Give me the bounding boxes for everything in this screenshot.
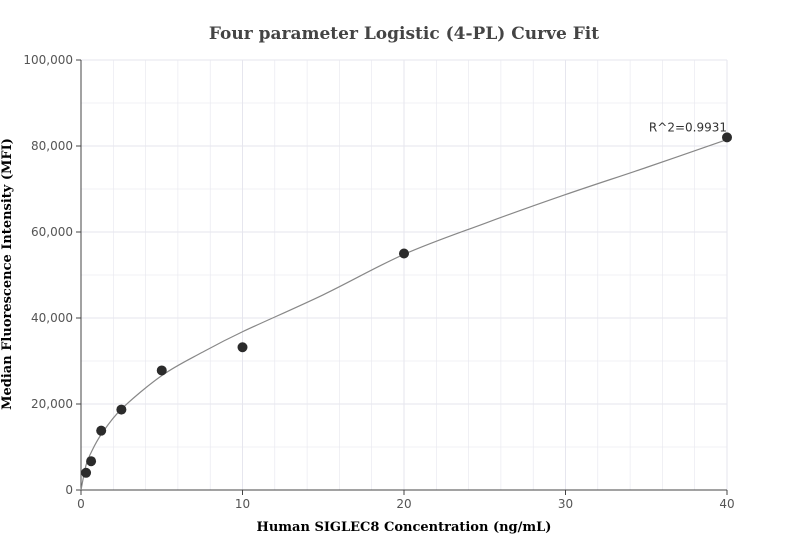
fitted-curve (80, 138, 728, 491)
axes (76, 59, 728, 495)
y-tick-label: 0 (65, 483, 73, 497)
y-axis-title: Median Fluorescence Intensity (MFI) (0, 138, 15, 410)
x-tick-label: 10 (235, 497, 250, 511)
y-tick-label: 80,000 (31, 139, 73, 153)
data-point (86, 456, 97, 467)
data-point (399, 248, 409, 259)
fitted-curve-layer (80, 138, 728, 491)
y-tick-label: 20,000 (31, 397, 73, 411)
data-point (237, 342, 248, 353)
y-tick-label: 100,000 (23, 53, 73, 67)
data-point (96, 425, 107, 436)
chart-title: Four parameter Logistic (4-PL) Curve Fit (209, 24, 599, 44)
x-tick-label: 0 (77, 497, 85, 511)
x-axis-title: Human SIGLEC8 Concentration (ng/mL) (257, 520, 552, 535)
y-tick-label: 40,000 (31, 311, 73, 325)
tick-labels: 0 10 20 30 40 0 20,000 40,000 60,000 80,000 100,00… (23, 53, 734, 511)
data-point (156, 365, 167, 376)
grid (81, 59, 728, 490)
data-points (81, 132, 732, 478)
annotations: R^2=0.9931 (649, 120, 727, 134)
x-tick-label: 40 (719, 497, 734, 511)
r-squared-label: R^2=0.9931 (649, 120, 727, 134)
data-point (722, 132, 732, 143)
data-point (81, 467, 92, 478)
data-point (116, 404, 127, 415)
x-tick-label: 30 (558, 497, 573, 511)
x-tick-label: 20 (396, 497, 411, 511)
y-tick-label: 60,000 (31, 225, 73, 239)
